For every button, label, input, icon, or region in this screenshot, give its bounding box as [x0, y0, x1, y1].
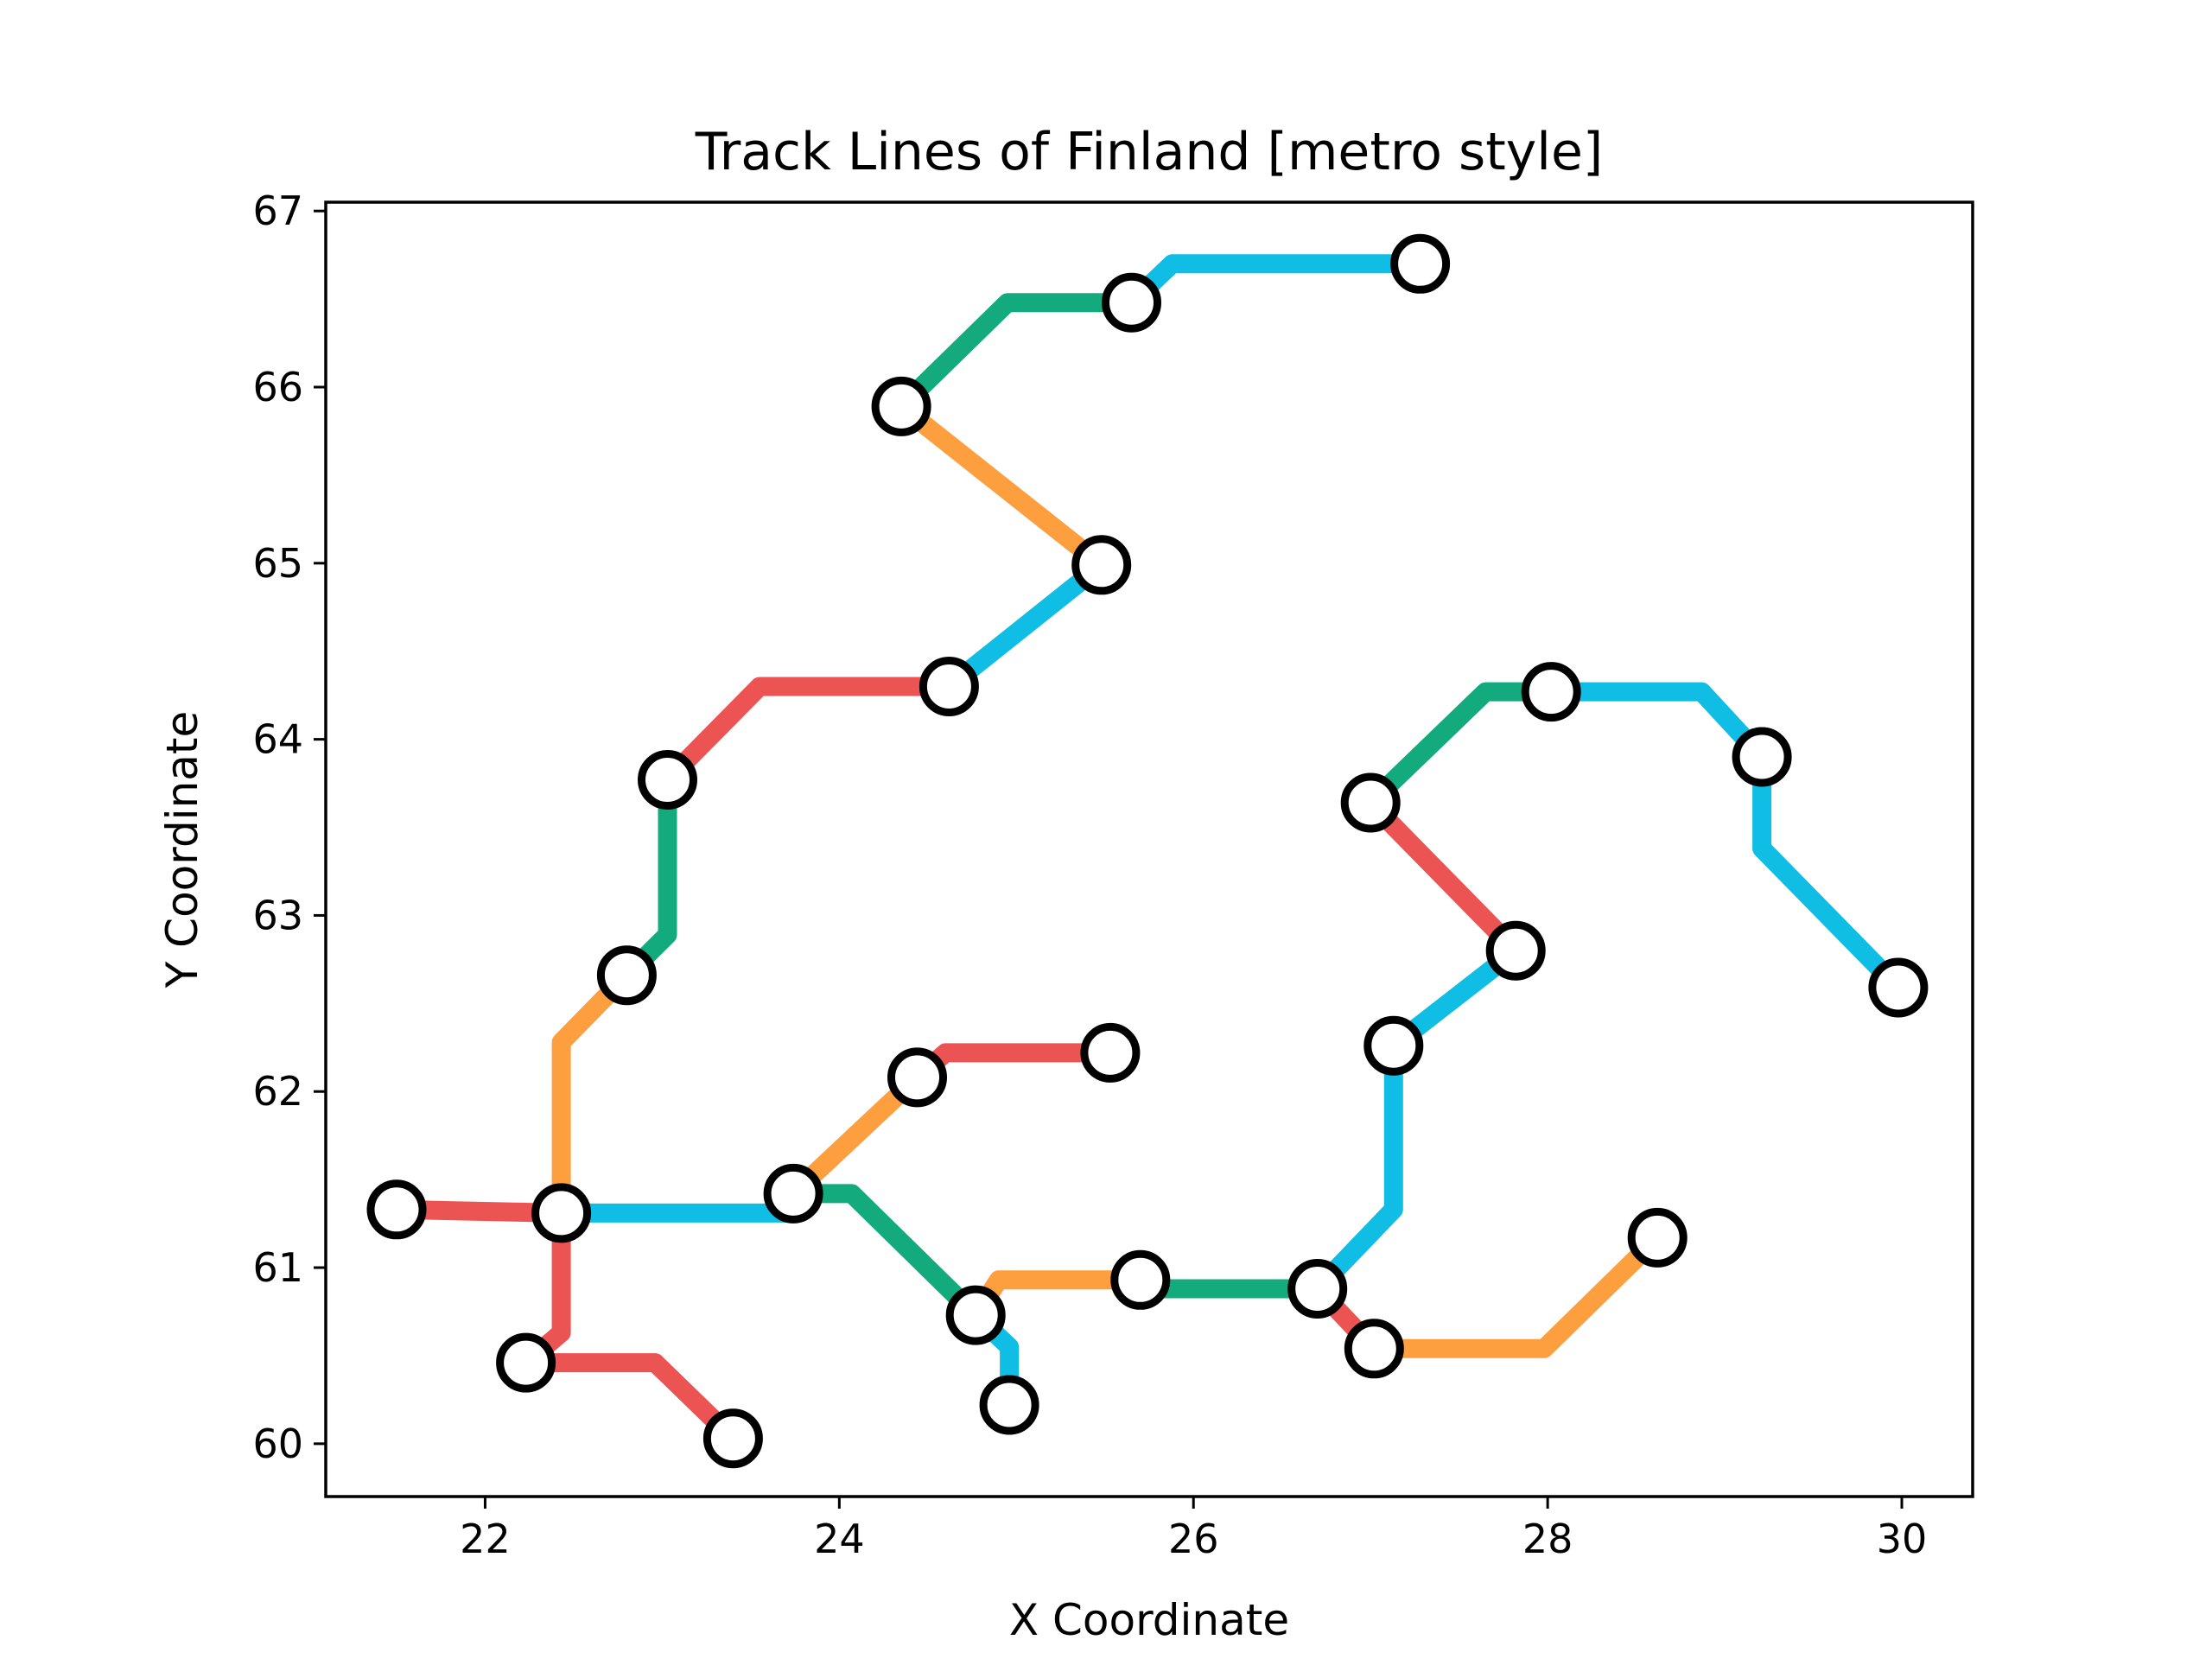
- stations: [366, 233, 1929, 1469]
- track-segment-green-10: [892, 293, 1141, 416]
- track-segment-red-7: [658, 677, 959, 790]
- x-tick-label: 28: [1522, 1516, 1573, 1562]
- y-tick-label: 64: [252, 716, 303, 763]
- y-axis-label: Y Coordinate: [157, 711, 207, 989]
- station-marker-3: [496, 1332, 556, 1393]
- track-segment-orange-19: [1364, 1228, 1668, 1358]
- station-marker-22: [1485, 920, 1546, 981]
- station-marker-18: [1287, 1259, 1348, 1319]
- y-axis: 60 61 62 63 64 65 66 67: [252, 188, 326, 1467]
- x-tick-label: 22: [460, 1516, 511, 1562]
- station-marker-17: [1110, 1249, 1171, 1310]
- station-marker-11: [1390, 233, 1451, 294]
- y-tick-label: 63: [252, 892, 303, 938]
- station-marker-9: [871, 376, 931, 436]
- station-marker-13: [887, 1047, 947, 1108]
- y-tick-label: 61: [252, 1244, 303, 1291]
- track-segment-red-22: [1361, 793, 1526, 961]
- x-tick-label: 24: [814, 1516, 865, 1562]
- station-marker-19: [1344, 1319, 1404, 1379]
- chart-title: Track Lines of Finland [metro style]: [695, 122, 1604, 182]
- y-tick-label: 62: [252, 1068, 303, 1115]
- x-axis-label: X Coordinate: [1009, 1595, 1289, 1645]
- track-segment-orange-9: [892, 397, 1111, 575]
- y-tick-label: 66: [252, 364, 303, 410]
- x-axis: 22 24 26 28 30: [460, 1497, 1927, 1562]
- station-marker-2: [531, 1183, 592, 1243]
- station-marker-25: [1732, 727, 1792, 787]
- station-marker-15: [945, 1285, 1006, 1345]
- station-marker-24: [1521, 662, 1581, 722]
- station-marker-26: [1868, 957, 1929, 1018]
- x-tick-label: 26: [1168, 1516, 1219, 1562]
- station-marker-8: [1071, 535, 1132, 595]
- track-segment-blue-8: [939, 555, 1111, 696]
- y-tick-label: 60: [252, 1421, 303, 1467]
- station-marker-12: [763, 1163, 823, 1224]
- station-marker-6: [638, 750, 697, 810]
- station-marker-7: [918, 657, 979, 716]
- y-tick-label: 67: [252, 188, 303, 234]
- station-marker-5: [596, 945, 657, 1006]
- station-marker-21: [1363, 1015, 1424, 1076]
- x-tick-label: 30: [1877, 1516, 1928, 1562]
- track-segment-red-4: [516, 1353, 743, 1448]
- station-marker-10: [1102, 272, 1161, 333]
- station-marker-1: [366, 1179, 427, 1240]
- station-marker-14: [1080, 1022, 1141, 1083]
- track-segment-orange-5: [551, 965, 637, 1223]
- plot-frame: [324, 200, 1974, 1498]
- station-marker-4: [702, 1408, 763, 1469]
- station-marker-20: [1627, 1207, 1688, 1268]
- station-marker-23: [1340, 772, 1401, 833]
- y-tick-label: 65: [252, 540, 303, 587]
- station-marker-16: [979, 1375, 1039, 1435]
- track-segment-blue-20: [1307, 1036, 1403, 1299]
